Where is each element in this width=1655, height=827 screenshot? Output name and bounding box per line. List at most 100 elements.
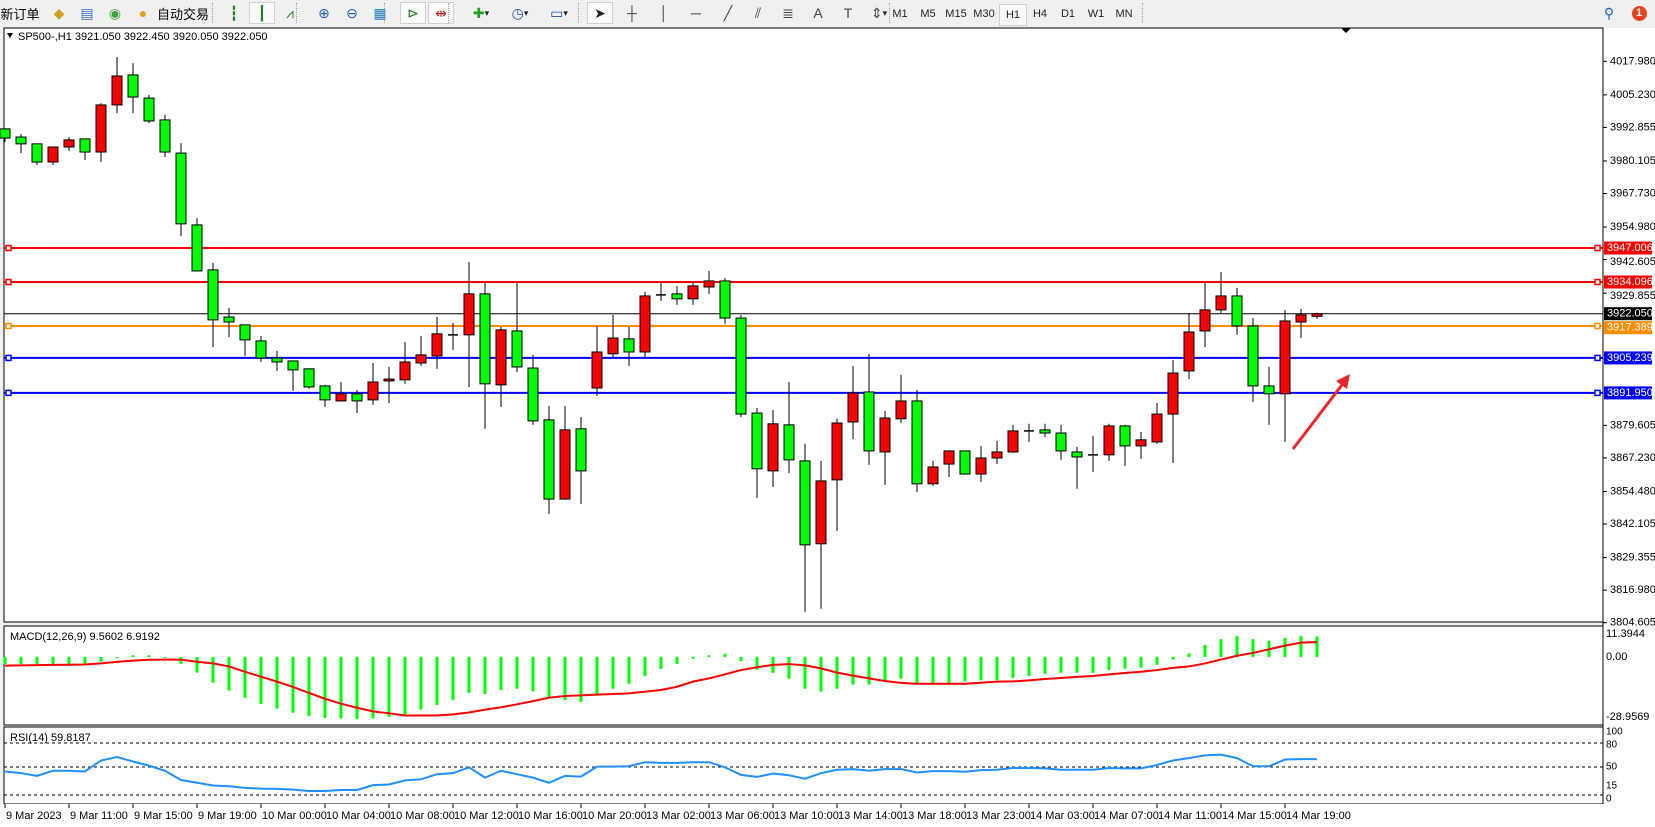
candle[interactable] — [719, 278, 731, 324]
candle[interactable] — [1055, 424, 1067, 460]
candle[interactable] — [335, 381, 347, 402]
arrows-button[interactable]: ⇕ ▾ — [861, 2, 897, 24]
candle[interactable] — [1024, 423, 1034, 442]
chart-shift-button[interactable]: ⇹ — [428, 2, 454, 24]
candle[interactable] — [863, 353, 875, 465]
timeframe-m5[interactable]: M5 — [920, 8, 936, 20]
candle[interactable] — [1071, 446, 1083, 489]
candle[interactable] — [687, 281, 699, 305]
candle[interactable] — [575, 416, 587, 505]
candle[interactable] — [1215, 271, 1227, 314]
candle[interactable] — [911, 389, 923, 492]
candle[interactable] — [47, 146, 59, 165]
candle[interactable] — [271, 350, 283, 371]
candle[interactable] — [847, 365, 859, 440]
candle[interactable] — [543, 405, 555, 515]
candle[interactable] — [415, 335, 427, 366]
candle[interactable] — [1231, 288, 1243, 335]
line-chart-button[interactable]: ⩘ — [277, 2, 303, 24]
new-order-button[interactable]: 新订单 — [0, 2, 40, 24]
timeframe-m15[interactable]: M15 — [945, 8, 967, 20]
tile-windows-button[interactable]: ▦ — [367, 2, 393, 24]
candle[interactable] — [127, 63, 139, 114]
candle[interactable] — [1311, 312, 1323, 319]
candle[interactable] — [656, 281, 666, 301]
timeframe-h1[interactable]: H1 — [999, 4, 1027, 26]
auto-trading-button[interactable]: 自动交易 — [157, 2, 209, 24]
candle[interactable] — [559, 405, 571, 500]
candle[interactable] — [735, 314, 747, 417]
candle[interactable] — [1279, 309, 1291, 442]
candle[interactable] — [207, 263, 219, 347]
candle[interactable] — [1247, 318, 1259, 402]
search-button[interactable]: ⚲ — [1598, 2, 1620, 24]
templates-button[interactable]: ▭ ▾ — [541, 2, 577, 24]
candle[interactable] — [159, 114, 171, 158]
candle[interactable] — [1167, 359, 1179, 464]
chart-shift-marker-icon[interactable] — [1341, 28, 1351, 33]
candle[interactable] — [591, 325, 603, 396]
candle[interactable] — [927, 460, 939, 486]
candle[interactable] — [399, 341, 411, 384]
candle[interactable] — [991, 440, 1003, 465]
candle[interactable] — [1103, 423, 1115, 461]
candle[interactable] — [255, 335, 267, 362]
candle[interactable] — [975, 445, 987, 482]
text-label-button[interactable]: T — [835, 2, 861, 24]
data-window-button[interactable]: ▤ — [74, 2, 100, 24]
candle[interactable] — [303, 368, 315, 389]
candlestick-button[interactable]: ┃ — [249, 2, 275, 24]
candle[interactable] — [431, 316, 443, 369]
cursor-button[interactable]: ➤ — [587, 2, 613, 24]
signal-button[interactable]: ◉ — [102, 2, 128, 24]
candle[interactable] — [527, 354, 539, 425]
candle[interactable] — [1007, 424, 1019, 454]
candle[interactable] — [703, 270, 715, 294]
horizontal-level-4-handle-left[interactable] — [5, 354, 12, 362]
annotation-arrow-head-icon[interactable] — [1336, 374, 1350, 389]
candle[interactable] — [0, 128, 11, 143]
crosshair-button[interactable]: ┼ — [619, 2, 645, 24]
bar-chart-button[interactable]: ┇ — [221, 2, 247, 24]
candle[interactable] — [607, 314, 619, 357]
candle[interactable] — [1039, 423, 1051, 437]
notifications-button[interactable]: 1 — [1626, 2, 1652, 24]
trendline-button[interactable]: ╱ — [715, 2, 741, 24]
candle[interactable] — [1183, 313, 1195, 380]
candle[interactable] — [31, 143, 43, 165]
fibonacci-button[interactable]: ≣ — [775, 2, 801, 24]
periods-clock-button[interactable]: ◷ ▾ — [502, 2, 538, 24]
horizontal-level-3-handle-right[interactable] — [1594, 322, 1601, 330]
candle[interactable] — [623, 326, 635, 366]
horizontal-level-5-handle-right[interactable] — [1594, 389, 1601, 397]
candle[interactable] — [1135, 431, 1147, 459]
collapse-triangle-icon[interactable] — [7, 33, 13, 38]
candle[interactable] — [959, 450, 971, 475]
candle[interactable] — [175, 143, 187, 236]
equidistant-channel-button[interactable]: ⫽ — [745, 2, 771, 24]
vertical-line-button[interactable]: │ — [651, 2, 677, 24]
auto-trading-button[interactable]: ● — [130, 2, 156, 24]
auto-scroll-button[interactable]: ⊳ — [400, 2, 426, 24]
candle[interactable] — [1119, 424, 1131, 466]
candle[interactable] — [815, 460, 827, 609]
candle[interactable] — [63, 137, 75, 151]
indicators-button[interactable]: ✚ ▾ — [463, 2, 499, 24]
horizontal-level-3-handle-left[interactable] — [5, 322, 12, 330]
timeframe-h4[interactable]: H4 — [1032, 8, 1048, 20]
horizontal-line-button[interactable]: ─ — [683, 2, 709, 24]
horizontal-level-1-handle-right[interactable] — [1594, 244, 1601, 252]
candle[interactable] — [223, 308, 235, 337]
horizontal-level-2-handle-right[interactable] — [1594, 278, 1601, 286]
timeframe-w1[interactable]: W1 — [1087, 8, 1105, 20]
candle[interactable] — [351, 389, 363, 414]
annotation-arrow-line[interactable] — [1291, 380, 1347, 450]
candle[interactable] — [751, 408, 763, 499]
candle[interactable] — [495, 326, 507, 407]
gold-bars-button[interactable]: ◆ — [46, 2, 72, 24]
candle[interactable] — [895, 374, 907, 424]
zoom-in-button[interactable]: ⊕ — [311, 2, 337, 24]
candle[interactable] — [463, 261, 475, 387]
candle[interactable] — [799, 443, 811, 612]
candle[interactable] — [1263, 366, 1275, 425]
